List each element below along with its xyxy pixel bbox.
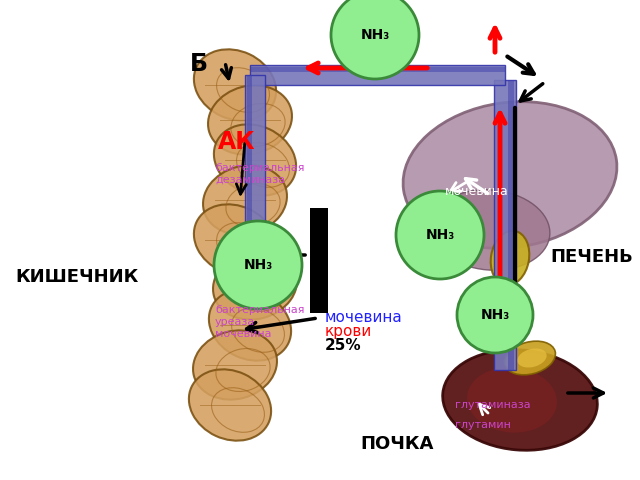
Circle shape	[331, 0, 419, 79]
Text: мочевина: мочевина	[445, 185, 509, 198]
Text: NH₃: NH₃	[243, 258, 273, 272]
Text: бактериальная: бактериальная	[215, 305, 305, 315]
Circle shape	[214, 221, 302, 309]
Text: NH₃: NH₃	[426, 228, 454, 242]
Text: бактериальная: бактериальная	[215, 163, 305, 173]
Ellipse shape	[443, 350, 597, 450]
Polygon shape	[250, 65, 505, 85]
Ellipse shape	[194, 49, 276, 120]
Polygon shape	[247, 75, 252, 250]
Polygon shape	[494, 80, 516, 370]
Text: глутаминаза: глутаминаза	[455, 400, 531, 410]
Text: NH₃: NH₃	[481, 308, 509, 322]
Text: Б: Б	[190, 52, 208, 76]
Text: дезаминаза: дезаминаза	[215, 175, 285, 185]
Polygon shape	[250, 67, 505, 72]
Text: КИШЕЧНИК: КИШЕЧНИК	[15, 268, 138, 286]
Text: уреаза: уреаза	[215, 317, 255, 327]
Ellipse shape	[194, 204, 276, 276]
Ellipse shape	[517, 348, 547, 368]
Ellipse shape	[208, 85, 292, 155]
Text: мочевина: мочевина	[325, 310, 403, 325]
Ellipse shape	[213, 251, 297, 320]
Ellipse shape	[491, 231, 529, 285]
Ellipse shape	[504, 341, 556, 375]
Text: глутамин: глутамин	[455, 420, 511, 430]
Text: 25%: 25%	[325, 338, 362, 353]
Text: АК: АК	[218, 130, 255, 154]
Ellipse shape	[189, 369, 271, 441]
Ellipse shape	[403, 102, 617, 248]
Circle shape	[457, 277, 533, 353]
Text: ПОЧКА: ПОЧКА	[360, 435, 433, 453]
Bar	[310, 208, 328, 313]
Ellipse shape	[467, 367, 557, 432]
Text: NH₃: NH₃	[360, 28, 390, 42]
Text: крови: крови	[325, 324, 372, 339]
Ellipse shape	[203, 166, 287, 235]
Ellipse shape	[209, 289, 291, 360]
Polygon shape	[508, 80, 514, 370]
Circle shape	[396, 191, 484, 279]
Ellipse shape	[193, 330, 277, 400]
Text: ПЕЧЕНЬ: ПЕЧЕНЬ	[550, 248, 633, 266]
Ellipse shape	[430, 190, 550, 270]
Text: мочевина: мочевина	[215, 329, 271, 339]
Ellipse shape	[214, 124, 296, 196]
Polygon shape	[245, 75, 265, 250]
